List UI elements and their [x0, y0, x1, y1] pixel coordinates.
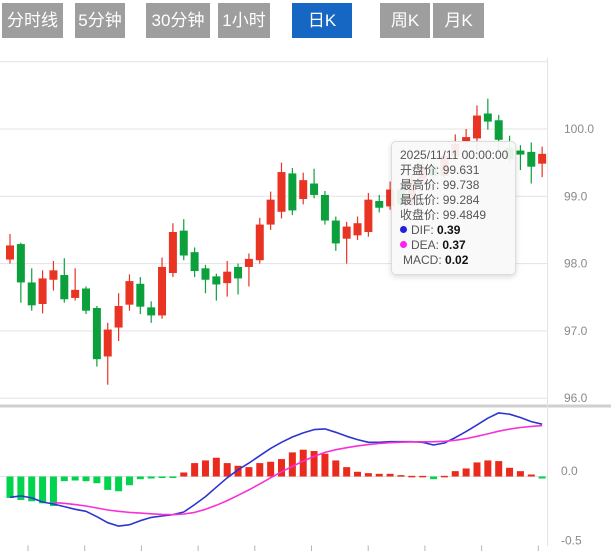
tooltip-high-row: 最高价: 99.738 [400, 178, 480, 192]
low-value: 99.284 [442, 193, 480, 207]
macd-value: 0.02 [445, 253, 469, 267]
tab-5min[interactable]: 5分钟 [75, 3, 125, 38]
svg-text:-0.5: -0.5 [561, 534, 582, 548]
svg-text:97.0: 97.0 [564, 324, 588, 338]
tooltip-macd-row: MACD: 0.02 [403, 253, 469, 267]
high-value: 99.738 [442, 178, 480, 192]
svg-text:0.0: 0.0 [561, 464, 578, 478]
open-value: 99.631 [442, 163, 480, 177]
tab-daily-k[interactable]: 日K [292, 3, 352, 38]
dea-value: 0.37 [442, 238, 466, 252]
tab-1hour[interactable]: 1小时 [218, 3, 270, 38]
svg-text:99.0: 99.0 [564, 189, 588, 203]
dif-dot-icon [400, 226, 407, 233]
tab-timeline[interactable]: 分时线 [2, 3, 63, 38]
tooltip-open-row: 开盘价: 99.631 [400, 163, 480, 177]
tab-weekly-k[interactable]: 周K [380, 3, 430, 38]
tooltip-close-row: 收盘价: 99.4849 [400, 208, 487, 222]
panel-separator [0, 404, 611, 408]
dea-line [53, 424, 543, 516]
tooltip-dif-row: DIF: 0.39 [400, 223, 507, 238]
x-axis-ticks [27, 545, 539, 551]
macd-histogram [6, 449, 546, 506]
dif-value: 0.39 [437, 223, 461, 237]
tooltip-dea-row: DEA: 0.37 [400, 238, 507, 253]
tab-monthly-k[interactable]: 月K [433, 3, 484, 38]
dif-line [9, 412, 543, 527]
tab-30min[interactable]: 30分钟 [146, 3, 210, 38]
ohlc-tooltip: 2025/11/11 00:00:00 开盘价: 99.631 最高价: 99.… [391, 141, 516, 275]
dea-dot-icon [400, 241, 407, 248]
period-tab-bar: 分时线 5分钟 30分钟 1小时 日K 周K 月K [0, 0, 611, 44]
close-value: 99.4849 [442, 208, 487, 222]
svg-text:96.0: 96.0 [564, 391, 588, 405]
tooltip-datetime: 2025/11/11 00:00:00 [400, 148, 509, 162]
svg-text:98.0: 98.0 [564, 257, 588, 271]
svg-text:100.0: 100.0 [564, 122, 594, 136]
tooltip-low-row: 最低价: 99.284 [400, 193, 480, 207]
